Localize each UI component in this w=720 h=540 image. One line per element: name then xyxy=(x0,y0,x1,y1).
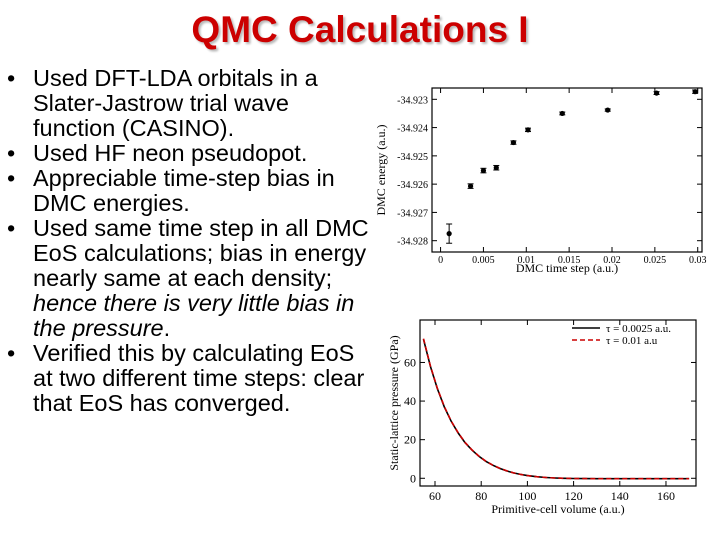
x-tick-label: 80 xyxy=(475,489,487,503)
bullet-text: Used DFT-LDA orbitals in a Slater-Jastro… xyxy=(33,65,318,141)
y-tick-label: -34.924 xyxy=(397,124,428,135)
y-tick-label: -34.928 xyxy=(397,237,428,248)
x-tick-label: 0 xyxy=(438,255,443,266)
plot-frame xyxy=(419,319,697,487)
slide-title: QMC Calculations I xyxy=(191,9,529,50)
bullet-marker: • xyxy=(7,140,16,166)
data-point xyxy=(446,231,452,237)
x-tick-label: 60 xyxy=(429,489,441,503)
y-axis-label: DMC energy (a.u.) xyxy=(374,124,388,215)
data-point xyxy=(480,167,487,174)
x-tick-label: 0.025 xyxy=(644,255,667,266)
data-point xyxy=(605,107,611,113)
data-point xyxy=(510,139,517,146)
x-tick-label: 140 xyxy=(611,489,629,503)
bullet-text: Appreciable time-step bias in DMC energi… xyxy=(33,165,335,216)
x-axis-label: DMC time step (a.u.) xyxy=(516,261,618,275)
bullet-item: • Verified this by calculating EoS at two… xyxy=(6,341,376,416)
data-point xyxy=(467,183,474,189)
y-tick-label: -34.923 xyxy=(397,95,428,106)
bullet-marker: • xyxy=(7,65,16,91)
bullet-text: Used same time step in all DMC EoS calcu… xyxy=(33,215,369,291)
y-tick-label: 60 xyxy=(404,355,416,369)
x-tick-label: 160 xyxy=(657,489,675,503)
y-tick-label: 40 xyxy=(404,394,416,408)
y-axis-label: Static-lattice pressure (GPa) xyxy=(387,335,401,470)
bullet-item: • Used HF neon pseudopot. xyxy=(6,141,376,166)
data-point xyxy=(493,165,499,171)
y-tick-label: -34.927 xyxy=(397,208,428,219)
dmc-energy-chart: 0 0.005 0.01 0.015 0.02 0.025 0.03 -34.928 -34.9… xyxy=(374,87,707,275)
data-point xyxy=(559,110,565,117)
bullet-list: • Used DFT-LDA orbitals in a Slater-Jastr… xyxy=(6,66,376,416)
pressure-volume-chart: 60 80 100 120 140 160 0 20 40 60 Primitive-cell vo… xyxy=(387,319,697,516)
series-line xyxy=(422,339,690,480)
bullet-text: Verified this by calculating EoS at two … xyxy=(33,340,365,416)
y-tick-label: 20 xyxy=(404,433,416,447)
y-tick-label: 0 xyxy=(410,471,416,485)
x-tick-label: 100 xyxy=(518,489,536,503)
x-tick-label: 0.01 xyxy=(518,255,536,266)
legend-label: τ = 0.0025 a.u. xyxy=(606,323,671,335)
x-tick-label: 120 xyxy=(565,489,583,503)
y-tick-label: -34.925 xyxy=(397,152,428,163)
bullet-marker: • xyxy=(7,340,16,366)
bullet-item: • Used DFT-LDA orbitals in a Slater-Jastr… xyxy=(6,66,376,141)
bullet-item: • Appreciable time-step bias in DMC energ… xyxy=(6,166,376,216)
x-tick-label: 0.02 xyxy=(603,255,621,266)
x-tick-label: 0.015 xyxy=(558,255,581,266)
data-point xyxy=(653,90,660,96)
bullet-marker: • xyxy=(7,215,16,241)
y-tick-label: -34.926 xyxy=(397,180,428,191)
bullet-text-italic: hence there is very little bias in the p… xyxy=(33,290,355,341)
data-point xyxy=(692,89,698,95)
bullet-marker: • xyxy=(7,165,16,191)
x-tick-label: 0.03 xyxy=(689,255,707,266)
series-line xyxy=(422,338,690,480)
bullet-text: Used HF neon pseudopot. xyxy=(33,140,308,166)
legend-label: τ = 0.01 a.u xyxy=(606,335,658,347)
bullet-text: . xyxy=(163,315,171,341)
plot-frame xyxy=(431,87,703,253)
data-point xyxy=(525,127,531,133)
x-tick-label: 0.005 xyxy=(472,255,495,266)
bullet-item: • Used same time step in all DMC EoS calc… xyxy=(6,216,376,341)
x-axis-label: Primitive-cell volume (a.u.) xyxy=(491,502,624,516)
